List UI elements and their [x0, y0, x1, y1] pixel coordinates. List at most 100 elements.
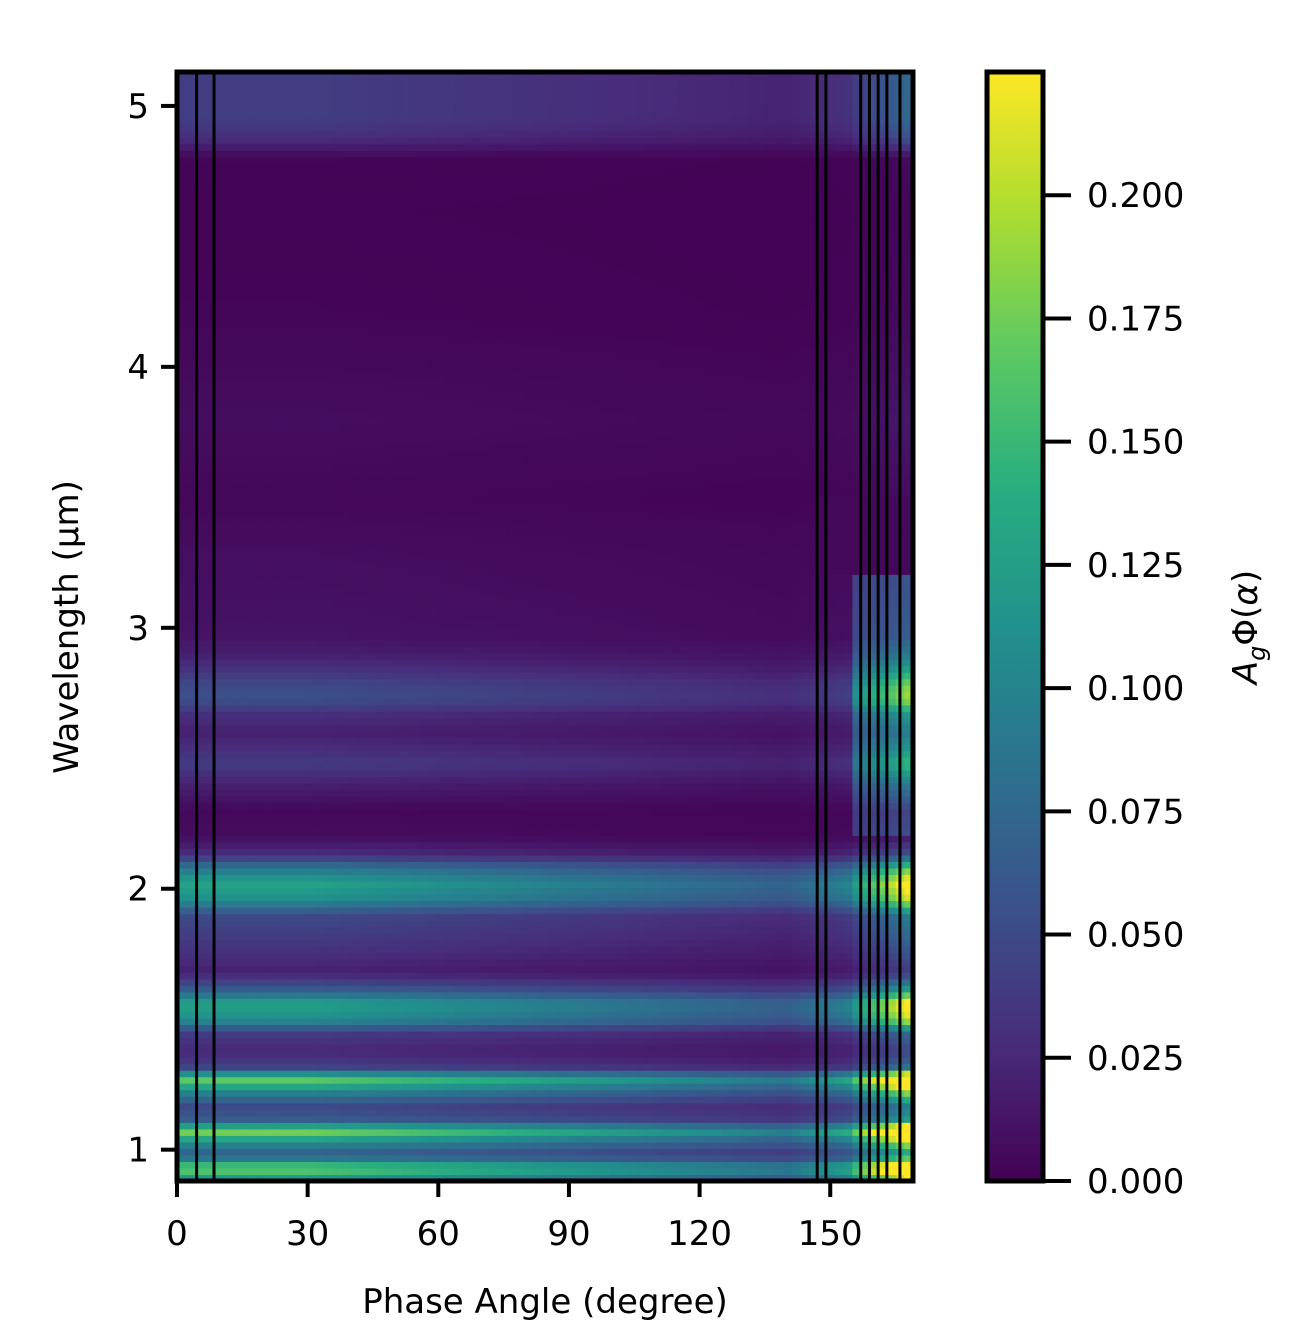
- heatmap-cell: [384, 98, 395, 106]
- heatmap-cell: [246, 704, 256, 712]
- heatmap-cell: [228, 528, 239, 536]
- heatmap-cell: [228, 156, 239, 164]
- heatmap-cell: [194, 717, 204, 725]
- heatmap-cell: [306, 202, 317, 210]
- heatmap-cell: [228, 972, 239, 980]
- heatmap-cell: [280, 385, 291, 393]
- heatmap-cell: [306, 385, 317, 393]
- heatmap-cell: [332, 665, 343, 673]
- heatmap-cell: [220, 698, 230, 706]
- heatmap-cell: [306, 254, 317, 262]
- heatmap-cell: [194, 854, 204, 862]
- heatmap-cell: [237, 1083, 247, 1091]
- heatmap-cell: [298, 567, 308, 575]
- heatmap-cell: [220, 1030, 230, 1039]
- heatmap-cell: [306, 313, 317, 321]
- heatmap-cell: [332, 580, 343, 588]
- heatmap-cell: [393, 248, 403, 256]
- heatmap-cell: [185, 678, 195, 686]
- heatmap-cell: [332, 907, 343, 915]
- heatmap-cell: [298, 691, 308, 699]
- heatmap-cell: [237, 496, 247, 504]
- heatmap-cell: [384, 633, 395, 641]
- heatmap-cell: [341, 567, 351, 575]
- heatmap-cell: [211, 783, 221, 791]
- heatmap-cell: [194, 946, 204, 954]
- heatmap-cell: [254, 1076, 265, 1084]
- heatmap-cell: [263, 163, 273, 171]
- heatmap-cell: [315, 404, 325, 412]
- heatmap-cell: [228, 639, 239, 647]
- heatmap-cell: [202, 574, 213, 582]
- heatmap-cell: [246, 633, 256, 641]
- heatmap-cell: [341, 691, 351, 699]
- heatmap-cell: [254, 1115, 265, 1123]
- heatmap-cell: [419, 1102, 429, 1110]
- heatmap-cell: [376, 633, 386, 641]
- heatmap-cell: [202, 189, 213, 197]
- heatmap-cell: [306, 952, 317, 960]
- heatmap-cell: [410, 822, 421, 830]
- heatmap-cell: [246, 867, 256, 875]
- heatmap-cell: [419, 900, 429, 908]
- heatmap-cell: [289, 704, 299, 712]
- heatmap-cell: [228, 822, 239, 830]
- heatmap-cell: [220, 496, 230, 504]
- heatmap-cell: [410, 378, 421, 386]
- heatmap-cell: [428, 998, 438, 1006]
- heatmap-cell: [384, 737, 395, 745]
- heatmap-cell: [315, 111, 325, 119]
- heatmap-cell: [177, 430, 187, 438]
- heatmap-cell: [194, 1004, 204, 1012]
- heatmap-cell: [254, 469, 265, 478]
- heatmap-cell: [202, 215, 213, 223]
- heatmap-cell: [384, 704, 395, 712]
- heatmap-cell: [367, 1174, 377, 1182]
- heatmap-cell: [384, 300, 395, 308]
- heatmap-cell: [428, 907, 438, 915]
- heatmap-cell: [246, 991, 256, 999]
- heatmap-cell: [341, 1011, 351, 1019]
- heatmap-cell: [211, 965, 221, 973]
- heatmap-cell: [185, 195, 195, 204]
- heatmap-cell: [393, 763, 403, 771]
- heatmap-cell: [376, 652, 386, 660]
- heatmap-cell: [254, 907, 265, 915]
- heatmap-cell: [211, 163, 221, 171]
- heatmap-cell: [185, 515, 195, 523]
- heatmap-cell: [289, 1109, 299, 1117]
- heatmap-cell: [272, 150, 282, 158]
- heatmap-cell: [419, 130, 429, 138]
- heatmap-cell: [298, 861, 308, 869]
- heatmap-cell: [358, 78, 369, 86]
- heatmap-cell: [220, 502, 230, 510]
- heatmap-cell: [324, 789, 334, 797]
- heatmap-cell: [211, 972, 221, 980]
- heatmap-cell: [211, 522, 221, 530]
- heatmap-cell: [306, 691, 317, 699]
- heatmap-cell: [254, 815, 265, 823]
- heatmap-cell: [402, 1076, 412, 1084]
- heatmap-cell: [263, 482, 273, 491]
- heatmap-cell: [324, 352, 334, 360]
- heatmap-cell: [211, 685, 221, 693]
- heatmap-cell: [367, 1063, 377, 1071]
- heatmap-cell: [350, 424, 360, 432]
- heatmap-cell: [177, 522, 187, 530]
- heatmap-cell: [358, 463, 369, 471]
- heatmap-cell: [367, 98, 377, 106]
- heatmap-cell: [358, 920, 369, 928]
- heatmap-cell: [272, 1037, 282, 1045]
- heatmap-cell: [211, 437, 221, 445]
- heatmap-cell: [332, 835, 343, 843]
- heatmap-cell: [341, 352, 351, 360]
- heatmap-cell: [220, 711, 230, 719]
- heatmap-cell: [315, 561, 325, 569]
- heatmap-cell: [211, 463, 221, 471]
- heatmap-cell: [350, 261, 360, 269]
- heatmap-cell: [194, 372, 204, 380]
- heatmap-cell: [393, 835, 403, 843]
- heatmap-cell: [350, 430, 360, 438]
- heatmap-cell: [402, 345, 412, 354]
- heatmap-cell: [367, 1037, 377, 1045]
